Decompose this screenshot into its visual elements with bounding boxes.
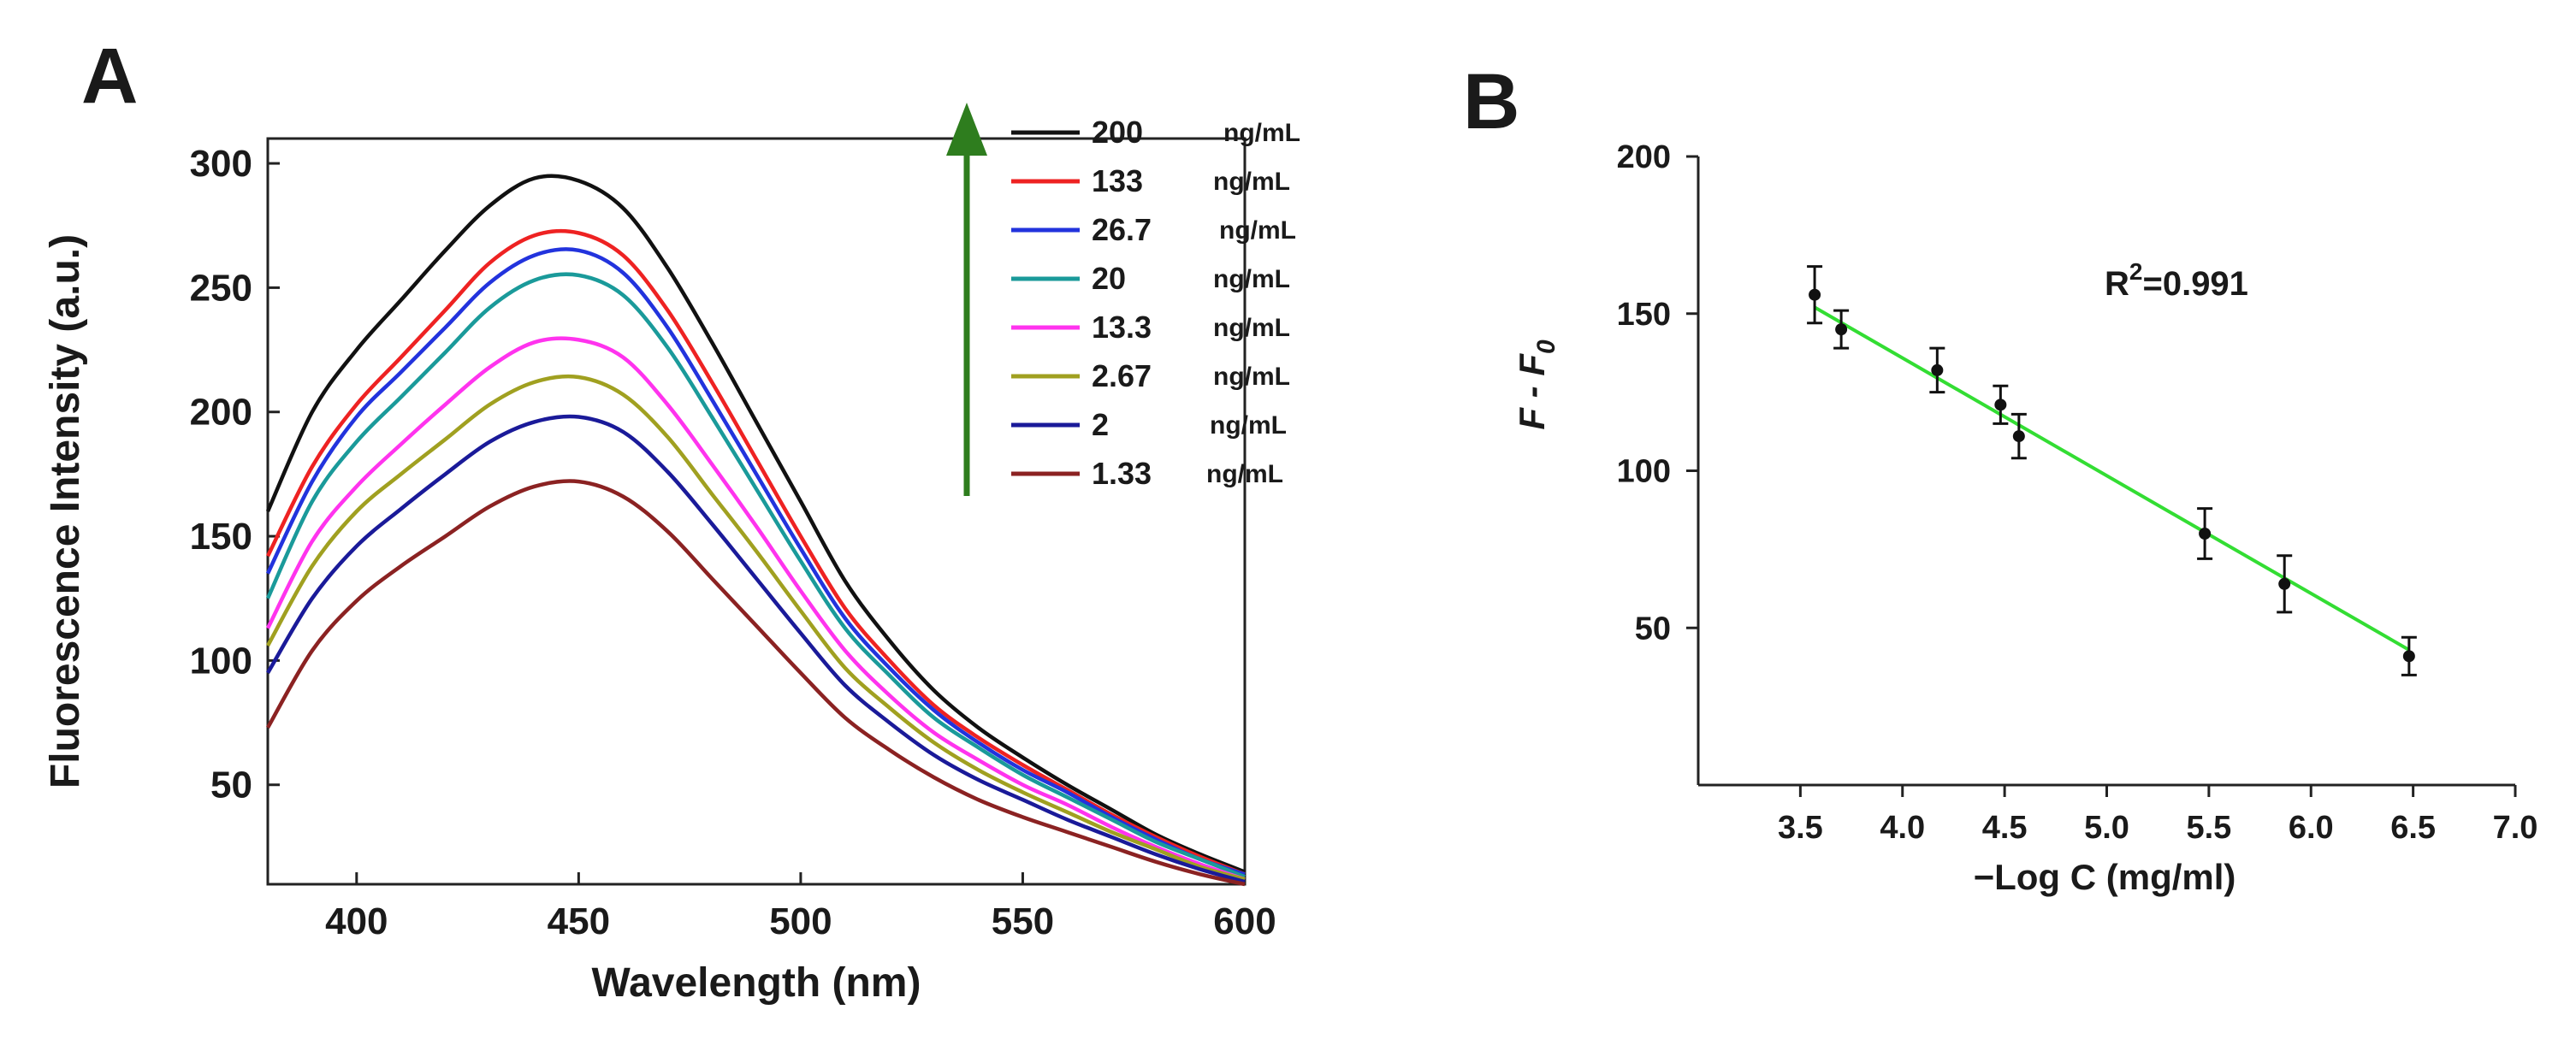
y-tick-label: 50 — [1635, 611, 1671, 646]
legend-value: 2 — [1092, 407, 1109, 442]
x-tick-label: 500 — [769, 900, 832, 942]
arrow-up-icon — [946, 103, 987, 156]
data-point — [1835, 323, 1848, 336]
panel-b-fit-group — [1814, 305, 2410, 652]
panel-a-label: A — [81, 32, 138, 120]
r2-value: =0.991 — [2142, 265, 2247, 303]
legend-unit: ng/mL — [1213, 265, 1290, 293]
legend-unit: ng/mL — [1213, 363, 1290, 391]
panel-b-x-axis-title: −Log C (mg/ml) — [1974, 857, 2236, 897]
r2-prefix: R — [2105, 265, 2129, 303]
data-point — [2278, 577, 2291, 590]
y-tick-label: 100 — [190, 640, 252, 682]
panel-a: A 400 450 500 550 600 50 100 150 200 250 300 Wave… — [43, 32, 1300, 1006]
x-tick-label: 600 — [1213, 900, 1276, 942]
spectrum-line-2 — [266, 414, 1246, 884]
fit-line — [1814, 305, 2410, 652]
panel-a-x-axis: 400 450 500 550 600 — [325, 872, 1276, 942]
legend-value: 26.7 — [1092, 212, 1152, 247]
legend-value: 133 — [1092, 163, 1143, 198]
legend-unit: ng/mL — [1206, 460, 1283, 488]
y-tick-label: 150 — [1617, 297, 1671, 333]
spectrum-line-133 — [265, 228, 1246, 877]
data-point — [2402, 650, 2415, 663]
spectrum-line-1-33 — [266, 479, 1246, 887]
panel-b: B 3.5 4.0 4.5 5.0 5.5 6.0 6.5 7.0 50 100 150 200 −… — [1463, 58, 2538, 897]
y-tick-label: 50 — [210, 765, 252, 806]
legend-value: 1.33 — [1092, 456, 1152, 491]
y-title-subscript: 0 — [1532, 339, 1560, 354]
y-tick-label: 200 — [1617, 139, 1671, 175]
panel-b-y-axis: 50 100 150 200 — [1617, 139, 1698, 646]
y-tick-label: 200 — [190, 392, 252, 434]
y-title-main: F - F — [1512, 353, 1552, 430]
spectrum-line-200 — [265, 174, 1246, 874]
x-tick-label: 3.5 — [1778, 810, 1823, 846]
r-squared-label: R2=0.991 — [2105, 258, 2248, 303]
r2-superscript: 2 — [2129, 258, 2143, 285]
panel-b-label: B — [1463, 58, 1519, 145]
panel-b-y-axis-title: F - F0 — [1512, 339, 1560, 430]
panel-a-y-axis: 50 100 150 200 250 300 — [190, 143, 280, 806]
x-tick-label: 4.5 — [1982, 810, 2028, 846]
data-point — [1994, 399, 2007, 411]
legend-value: 2.67 — [1092, 358, 1152, 393]
x-tick-label: 6.0 — [2289, 810, 2334, 846]
panel-b-points-group — [1807, 265, 2417, 676]
panel-a-plot-frame — [266, 137, 1247, 886]
y-tick-label: 100 — [1617, 454, 1671, 490]
panel-a-legend: 200 ng/mL 133 ng/mL 26.7 ng/mL 20 ng/mL 13.3 ng/m… — [1011, 115, 1300, 491]
data-point — [2012, 430, 2025, 443]
panel-b-x-axis: 3.5 4.0 4.5 5.0 5.5 6.0 6.5 7.0 — [1778, 785, 2538, 846]
legend-unit: ng/mL — [1213, 168, 1290, 196]
x-tick-label: 7.0 — [2493, 810, 2538, 846]
data-point — [1931, 363, 1944, 376]
concentration-arrow — [946, 103, 987, 496]
legend-unit: ng/mL — [1219, 216, 1296, 245]
x-tick-label: 450 — [548, 900, 610, 942]
legend-value: 200 — [1092, 115, 1143, 150]
legend-unit: ng/mL — [1213, 314, 1290, 342]
panel-a-x-axis-title: Wavelength (nm) — [592, 960, 921, 1006]
spectrum-line-26-7 — [265, 247, 1246, 877]
x-tick-label: 550 — [992, 900, 1054, 942]
data-point — [2199, 528, 2212, 540]
panel-a-series-group — [265, 174, 1246, 887]
x-tick-label: 6.5 — [2390, 810, 2436, 846]
legend-value: 13.3 — [1092, 310, 1152, 345]
data-point — [1809, 288, 1821, 301]
y-tick-label: 150 — [190, 516, 252, 558]
x-tick-label: 5.0 — [2084, 810, 2129, 846]
spectrum-line-2-67 — [266, 374, 1246, 882]
y-tick-label: 250 — [190, 267, 252, 309]
x-tick-label: 400 — [325, 900, 388, 942]
x-tick-label: 5.5 — [2186, 810, 2231, 846]
y-tick-label: 300 — [190, 143, 252, 185]
legend-value: 20 — [1092, 261, 1126, 296]
x-tick-label: 4.0 — [1880, 810, 1925, 846]
legend-unit: ng/mL — [1223, 119, 1300, 147]
panel-a-y-axis-title: Fluorescence Intensity (a.u.) — [43, 234, 88, 788]
spectrum-line-20 — [265, 272, 1246, 879]
legend-unit: ng/mL — [1210, 411, 1287, 440]
spectrum-line-13-3 — [265, 336, 1246, 882]
